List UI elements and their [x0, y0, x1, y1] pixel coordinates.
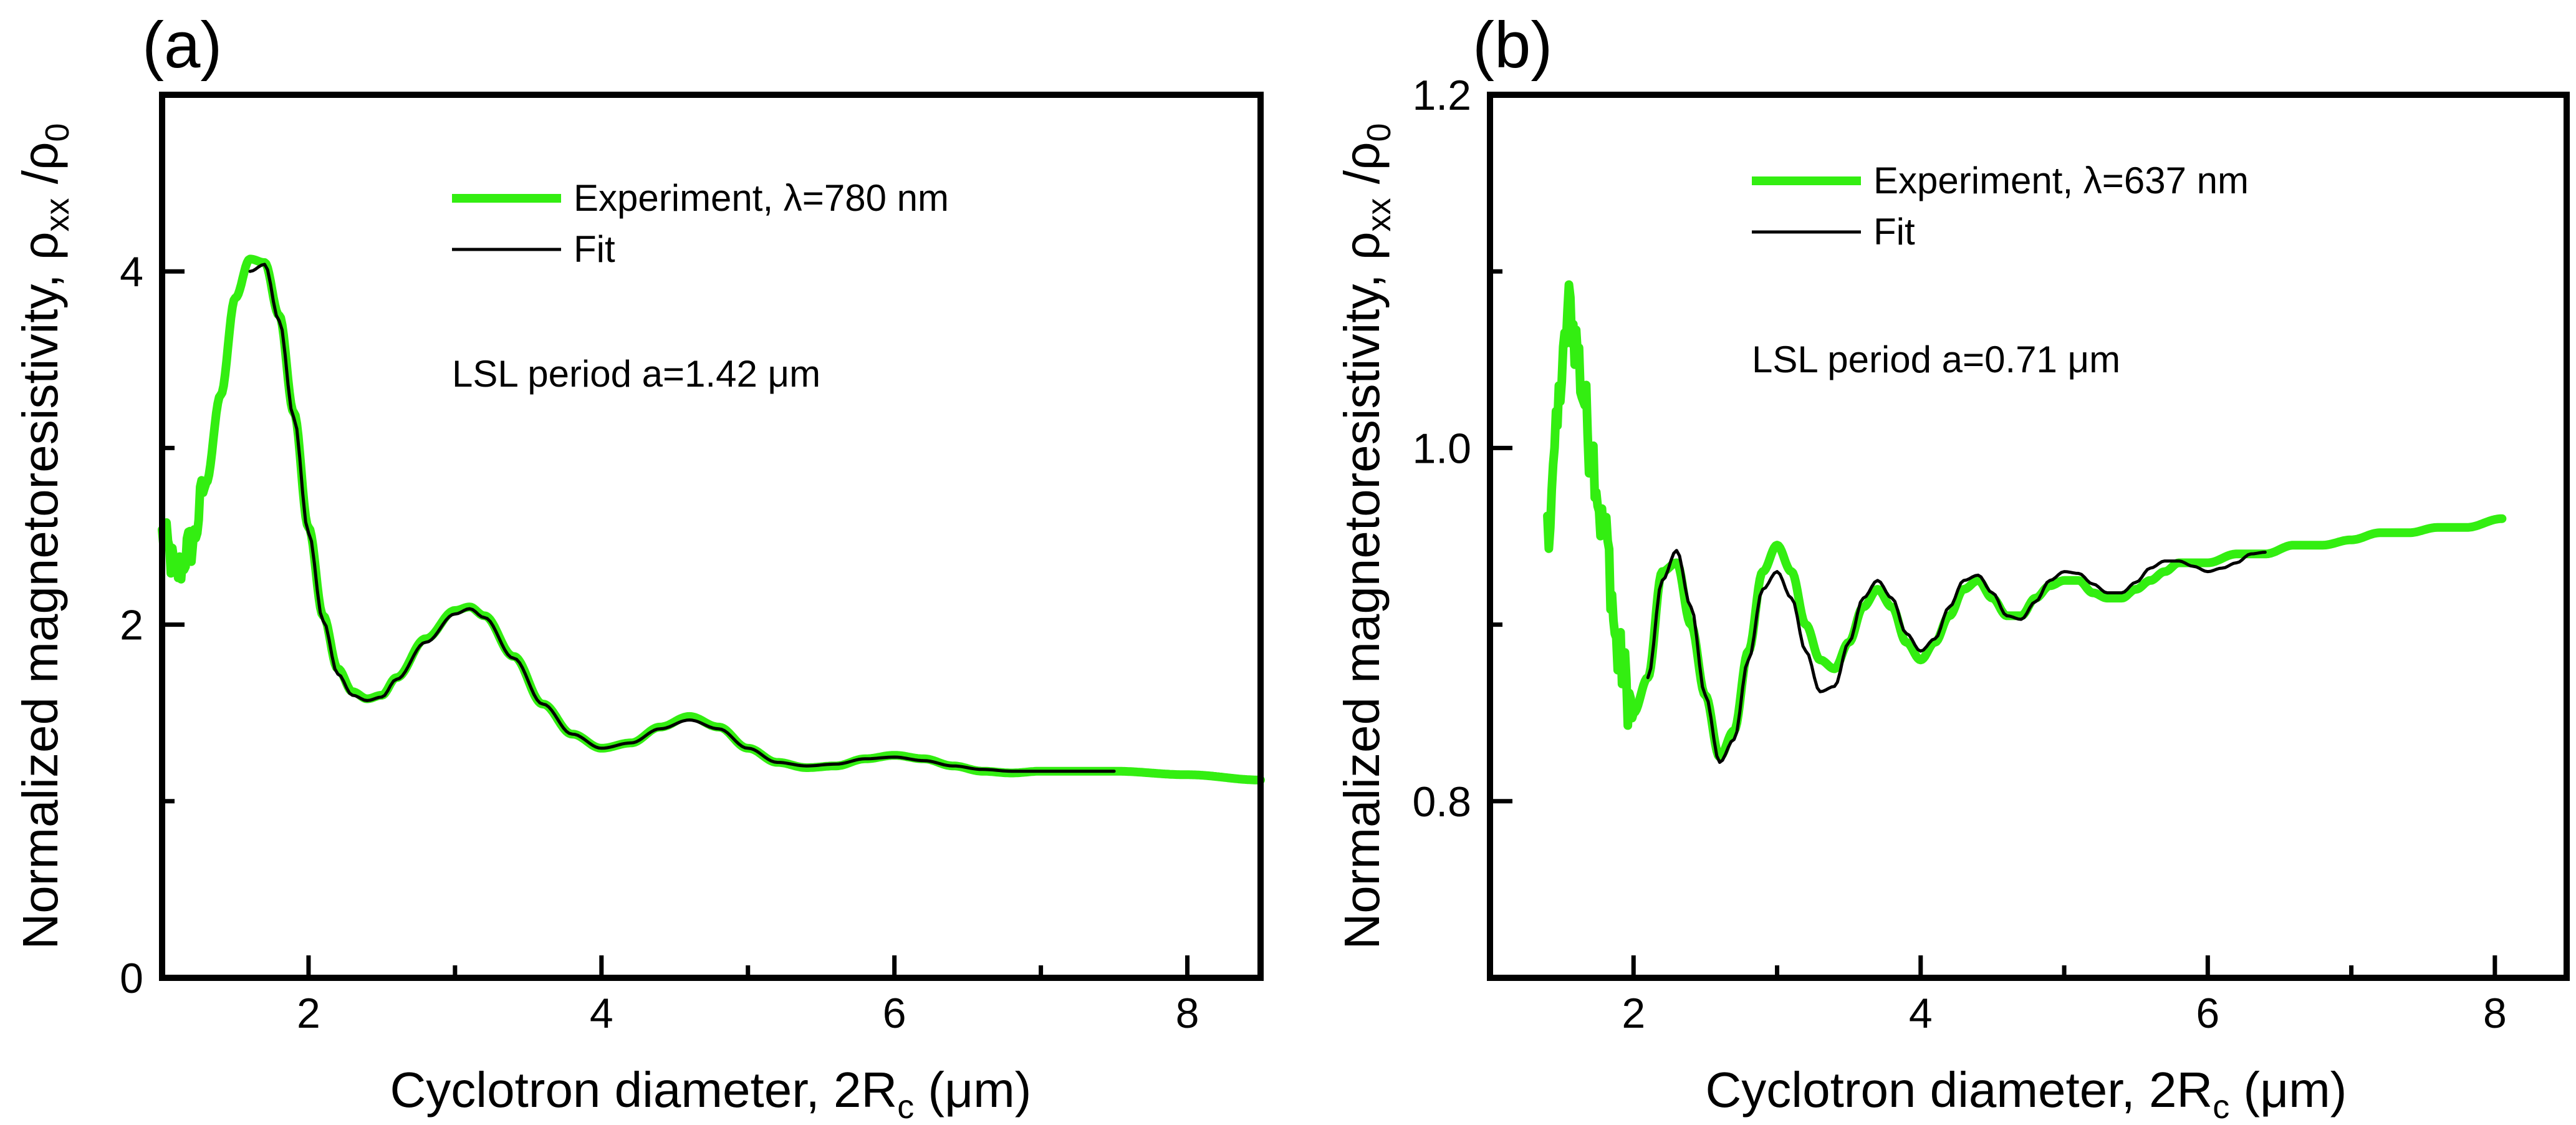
y-tick-label: 0 [120, 955, 143, 1002]
xlabel-main: Cyclotron diameter, 2R [1706, 1062, 2213, 1118]
xlabel-main: Cyclotron diameter, 2R [390, 1062, 898, 1118]
panel-b-series [1543, 280, 2507, 764]
panel-a-xlabel: Cyclotron diameter, 2Rc (μm) [390, 1062, 1032, 1125]
panel-b-plot-frame [1487, 92, 2570, 981]
x-tick-label: 6 [883, 990, 906, 1037]
ylabel-main: Normalized magnetoresistivity, ρ [1334, 231, 1390, 949]
panel-b-tick-labels: 2 4 6 8 0.8 1.0 1.2 [1412, 72, 2506, 1037]
legend-label-experiment: Experiment, λ=637 nm [1873, 160, 2249, 201]
ylabel-tail: /ρ [1334, 142, 1390, 198]
ylabel-tail-sub: 0 [1360, 123, 1398, 142]
y-tick-label: 2 [120, 602, 143, 649]
x-tick-label: 4 [1909, 990, 1933, 1037]
ylabel-sub: xx [39, 198, 76, 231]
panel-b-annotation: LSL period a=0.71 μm [1752, 339, 2120, 380]
x-tick-label: 8 [2483, 990, 2507, 1037]
legend-label-fit: Fit [1873, 211, 1915, 253]
xlabel-sub: c [2213, 1088, 2229, 1125]
panel-a-annotation: LSL period a=1.42 μm [452, 353, 820, 395]
panel-b: (b) 2 4 6 8 0.8 1.0 1.2 Experiment, λ=637 nm F… [1334, 9, 2570, 1125]
panel-a-series [158, 254, 1265, 785]
panel-b-legend: Experiment, λ=637 nm Fit [1752, 160, 2249, 253]
x-tick-label: 2 [297, 990, 320, 1037]
ylabel-sub: xx [1360, 198, 1398, 231]
panel-a-ylabel: Normalized magnetoresistivity, ρxx /ρ0 [12, 123, 76, 949]
x-tick-label: 6 [2196, 990, 2219, 1037]
x-tick-label: 8 [1176, 990, 1199, 1037]
panel-a-legend: Experiment, λ=780 nm Fit [452, 177, 949, 270]
panel-b-ylabel: Normalized magnetoresistivity, ρxx /ρ0 [1334, 123, 1398, 949]
x-tick-label: 4 [590, 990, 613, 1037]
panel-b-letter: (b) [1473, 9, 1552, 82]
xlabel-unit: (μm) [914, 1062, 1031, 1118]
fit-curve [1646, 549, 2267, 764]
xlabel-unit: (μm) [2229, 1062, 2347, 1118]
fit-curve [248, 263, 1116, 773]
y-tick-label: 0.8 [1412, 778, 1471, 826]
panel-b-xlabel: Cyclotron diameter, 2Rc (μm) [1706, 1062, 2347, 1125]
y-tick-label: 1.0 [1412, 425, 1471, 472]
ylabel-main: Normalized magnetoresistivity, ρ [12, 231, 68, 949]
panel-a-tick-labels: 2 4 6 8 0 2 4 [120, 248, 1199, 1037]
panel-a-plot-frame [159, 92, 1264, 981]
legend-label-experiment: Experiment, λ=780 nm [574, 177, 949, 219]
y-tick-label: 4 [120, 248, 143, 296]
legend-label-fit: Fit [574, 228, 615, 270]
panel-a-letter: (a) [142, 9, 222, 82]
y-tick-label: 1.2 [1412, 72, 1471, 119]
x-tick-label: 2 [1622, 990, 1645, 1037]
xlabel-sub: c [897, 1088, 914, 1125]
ylabel-tail-sub: 0 [39, 123, 76, 142]
ylabel-tail: /ρ [12, 142, 68, 198]
panel-a: (a) 2 4 6 8 0 2 4 Experiment, λ=780 nm Fit LSL… [12, 9, 1265, 1125]
